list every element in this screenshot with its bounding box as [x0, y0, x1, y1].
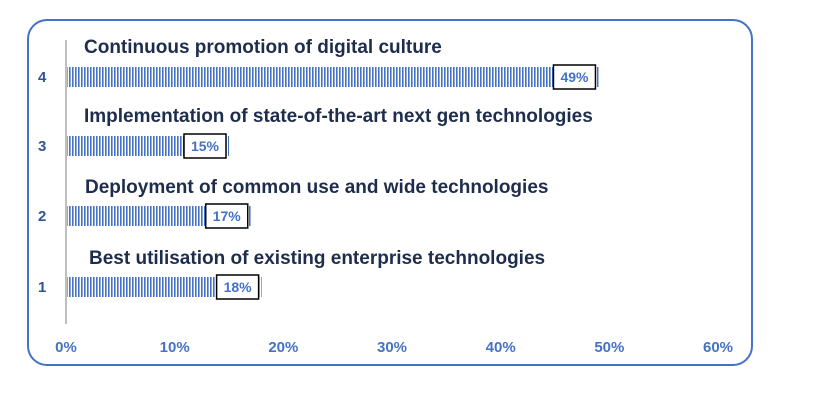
category-title-2: Deployment of common use and wide techno…	[85, 177, 548, 198]
data-label-4: 49%	[560, 69, 589, 85]
category-label-3: 3	[38, 138, 46, 155]
data-label-box-2	[204, 203, 249, 229]
bar-1	[67, 277, 262, 297]
x-tick-label: 60%	[703, 339, 733, 356]
x-tick-label: 40%	[486, 339, 516, 356]
x-tick-label: 10%	[160, 339, 190, 356]
bar-4	[67, 67, 599, 87]
data-label-2: 17%	[213, 208, 242, 224]
data-label-box-3	[183, 133, 227, 159]
x-tick-label: 30%	[377, 339, 407, 356]
category-title-4: Continuous promotion of digital culture	[84, 37, 442, 58]
data-label-box-1	[215, 274, 260, 300]
category-title-3: Implementation of state-of-the-art next …	[84, 106, 593, 127]
category-label-2: 2	[38, 208, 46, 225]
category-label-4: 4	[38, 69, 47, 86]
data-label-1: 18%	[224, 279, 253, 295]
data-label-box-4	[552, 64, 597, 90]
bar-2	[67, 206, 251, 226]
x-tick-label: 50%	[594, 339, 624, 356]
x-tick-label: 20%	[268, 339, 298, 356]
data-label-3: 15%	[191, 138, 220, 154]
category-title-1: Best utilisation of existing enterprise …	[89, 248, 545, 269]
category-label-1: 1	[38, 279, 46, 296]
x-tick-label: 0%	[55, 339, 77, 356]
